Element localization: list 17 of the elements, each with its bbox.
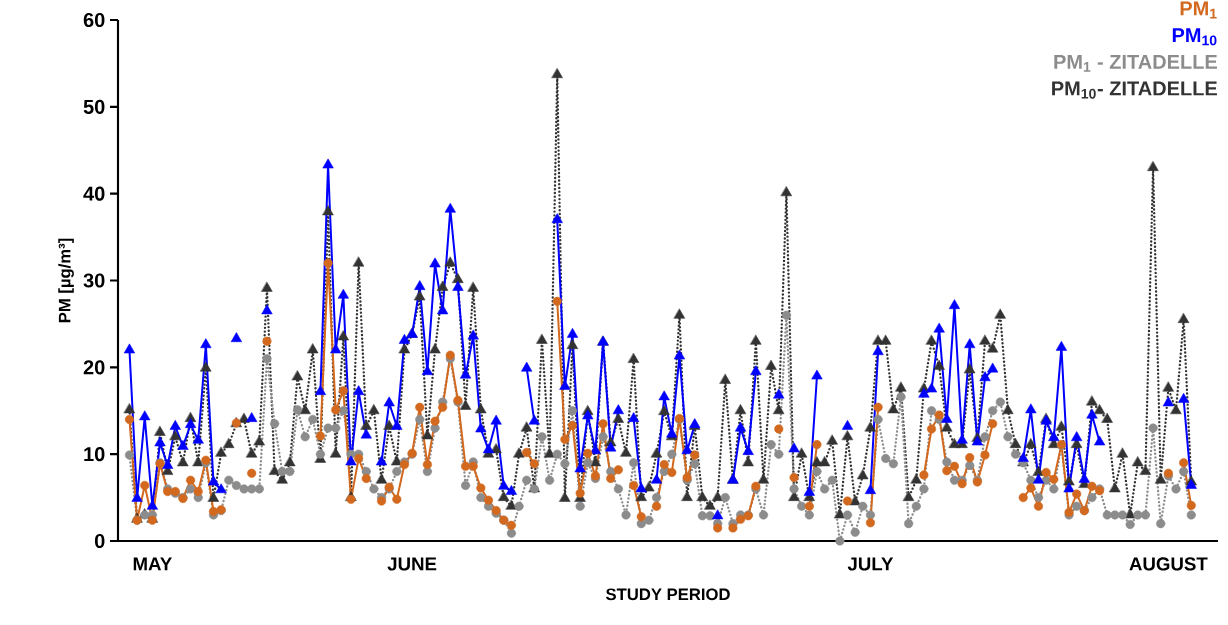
y-tick-label: 0 bbox=[94, 533, 105, 549]
text: PM$_{1}$ - ZITADELLE bbox=[1054, 54, 1217, 72]
x-axis-title: STUDY PERIOD bbox=[605, 588, 730, 601]
y-tick-label: 40 bbox=[83, 186, 105, 201]
y-tick-label: 60 bbox=[83, 12, 105, 28]
x-tick-label: AUGUST bbox=[1129, 557, 1208, 571]
y-tick-label: 30 bbox=[83, 273, 105, 288]
x-tick-label: JULY bbox=[847, 557, 894, 571]
y-tick-label: 20 bbox=[83, 360, 105, 375]
x-tick-label: JUNE bbox=[387, 557, 437, 571]
text: PM$_{10}$ bbox=[1172, 28, 1217, 46]
text: PM$_{1}$ bbox=[1180, 1, 1217, 19]
y-axis-title: PM [µg/m³] bbox=[58, 238, 74, 323]
y-tick-label: 10 bbox=[84, 447, 105, 462]
y-tick-label: 50 bbox=[83, 99, 105, 114]
x-tick-label: MAY bbox=[133, 557, 172, 571]
text: PM$_{10}$- ZITADELLE bbox=[1052, 81, 1217, 99]
